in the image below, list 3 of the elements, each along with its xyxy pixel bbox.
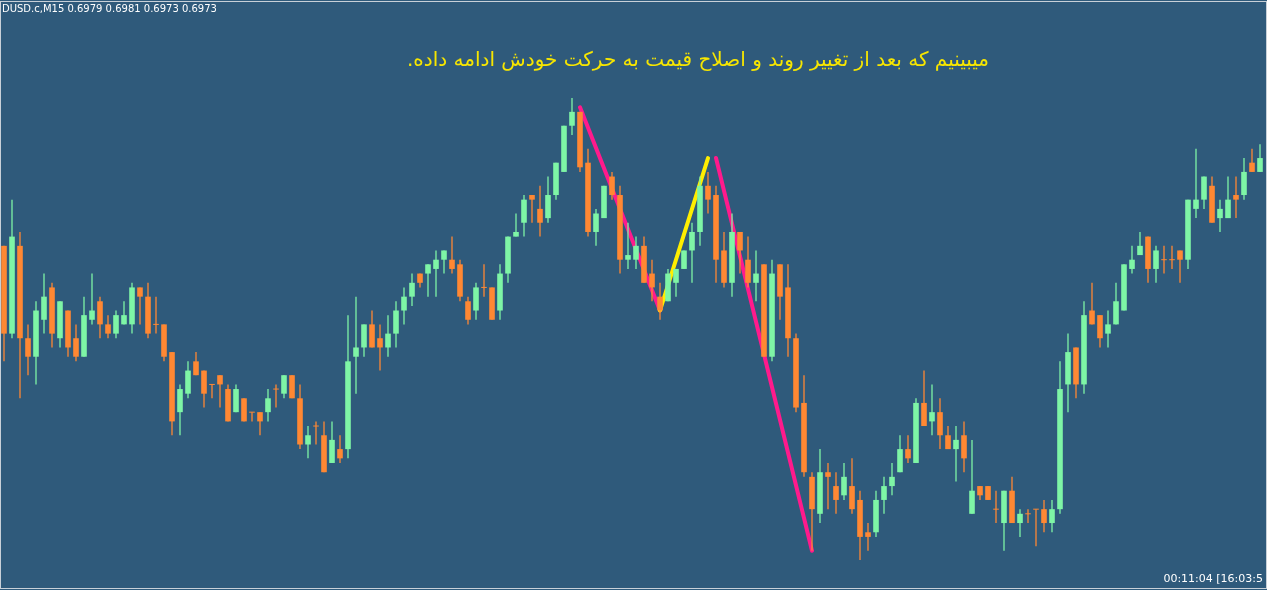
- text: DUSD.c,M15 0.6979 0.6981 0.6973 0.6973: [2, 3, 217, 14]
- text: 00:11:04 [16:03:5: [1163, 572, 1263, 585]
- chart-title: میبینیم که بعد از تغییر روند و اصلاح قیمت به حرکت خودش ادامه داده.: [406, 47, 990, 71]
